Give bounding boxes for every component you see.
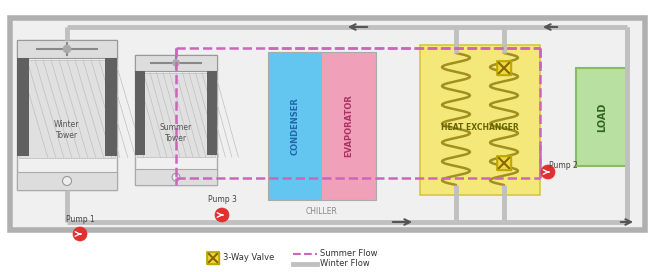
Circle shape bbox=[173, 60, 179, 66]
Bar bbox=[497, 61, 511, 75]
Bar bbox=[105, 58, 117, 156]
Bar bbox=[135, 169, 217, 185]
Text: CONDENSER: CONDENSER bbox=[291, 97, 299, 155]
Bar bbox=[497, 156, 511, 170]
Bar bbox=[322, 52, 376, 200]
Text: Winter
Tower: Winter Tower bbox=[54, 120, 80, 140]
Text: Winter Flow: Winter Flow bbox=[320, 259, 370, 268]
Text: CHILLER: CHILLER bbox=[306, 207, 338, 216]
Bar bbox=[268, 52, 376, 200]
Bar bbox=[268, 52, 322, 200]
Circle shape bbox=[63, 45, 70, 52]
Bar bbox=[10, 18, 645, 230]
Bar bbox=[420, 45, 540, 195]
Text: HEAT EXCHANGER: HEAT EXCHANGER bbox=[441, 123, 519, 132]
Bar bbox=[207, 252, 219, 264]
Text: Pump 2: Pump 2 bbox=[548, 161, 578, 170]
Circle shape bbox=[541, 165, 555, 179]
Bar bbox=[497, 61, 511, 75]
Bar bbox=[17, 58, 29, 156]
Text: Pump 3: Pump 3 bbox=[208, 195, 236, 204]
Bar bbox=[207, 252, 219, 264]
Bar bbox=[135, 71, 145, 155]
Bar bbox=[207, 71, 217, 155]
Bar bbox=[576, 68, 628, 166]
Bar bbox=[135, 55, 217, 185]
Text: EVAPORATOR: EVAPORATOR bbox=[345, 95, 353, 157]
Text: LOAD: LOAD bbox=[597, 102, 607, 132]
Circle shape bbox=[172, 173, 180, 181]
Bar bbox=[17, 40, 117, 58]
Bar bbox=[17, 172, 117, 190]
Text: 3-Way Valve: 3-Way Valve bbox=[223, 254, 274, 262]
Bar bbox=[19, 60, 115, 157]
Bar bbox=[135, 55, 217, 71]
Bar bbox=[17, 40, 117, 190]
Bar bbox=[497, 156, 511, 170]
Circle shape bbox=[73, 227, 87, 241]
Text: Summer Flow: Summer Flow bbox=[320, 249, 378, 258]
Text: Summer
Tower: Summer Tower bbox=[160, 123, 192, 143]
Bar bbox=[137, 73, 215, 157]
Circle shape bbox=[62, 177, 72, 186]
Circle shape bbox=[215, 208, 229, 222]
Text: Pump 1: Pump 1 bbox=[66, 215, 94, 224]
